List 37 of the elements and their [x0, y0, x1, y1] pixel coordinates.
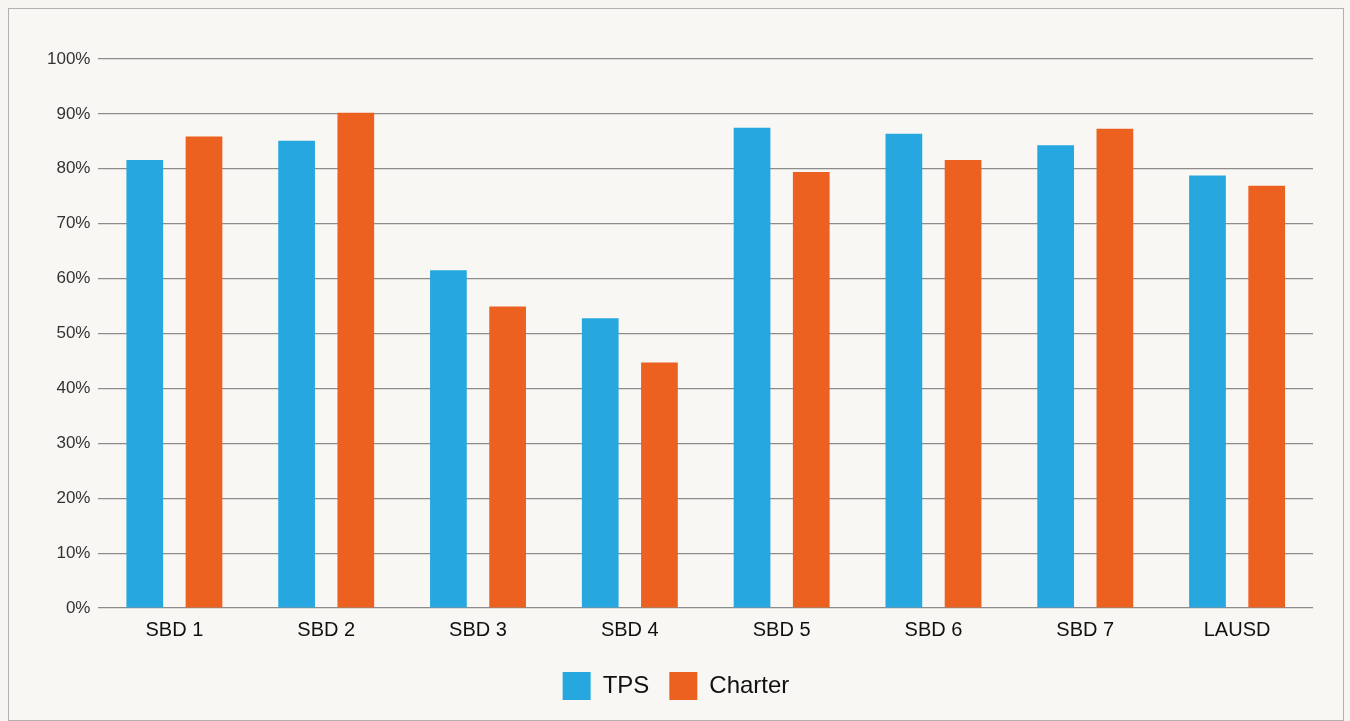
y-tick-label: 80% [56, 158, 91, 178]
y-tick-label: 40% [56, 378, 91, 398]
bar [1248, 185, 1286, 608]
bar [944, 160, 982, 608]
x-tick-label: SBD 4 [600, 617, 659, 640]
y-tick-label: 10% [56, 542, 91, 562]
bar [641, 362, 678, 608]
bar [885, 133, 923, 608]
bar [1037, 145, 1075, 608]
legend-label: TPS [602, 670, 650, 698]
legend-label: Charter [709, 670, 790, 698]
y-tick-label: 100% [47, 48, 91, 68]
y-tick-label: 0% [65, 597, 91, 617]
x-tick-label: SBD 7 [1056, 617, 1115, 640]
x-tick-label: SBD 3 [449, 617, 507, 640]
y-tick-label: 50% [56, 323, 91, 343]
bar [581, 318, 619, 608]
y-tick-label: 20% [56, 487, 91, 507]
bar [1189, 175, 1226, 608]
bar [733, 127, 771, 608]
bar [126, 160, 164, 608]
y-tick-label: 70% [56, 213, 91, 233]
bar [337, 112, 375, 608]
bar [278, 140, 315, 608]
bar [792, 172, 830, 608]
y-tick-label: 60% [56, 268, 91, 288]
x-tick-label: SBD 2 [297, 617, 356, 640]
y-tick-label: 90% [56, 103, 91, 123]
x-tick-label: LAUSD [1203, 617, 1271, 640]
bar [1096, 128, 1134, 608]
x-tick-label: SBD 5 [752, 617, 811, 640]
bar [185, 136, 223, 608]
bar [489, 306, 526, 608]
bar [430, 270, 467, 608]
x-tick-label: SBD 6 [904, 617, 963, 640]
y-tick-label: 30% [56, 432, 91, 452]
x-tick-label: SBD 1 [145, 617, 204, 640]
